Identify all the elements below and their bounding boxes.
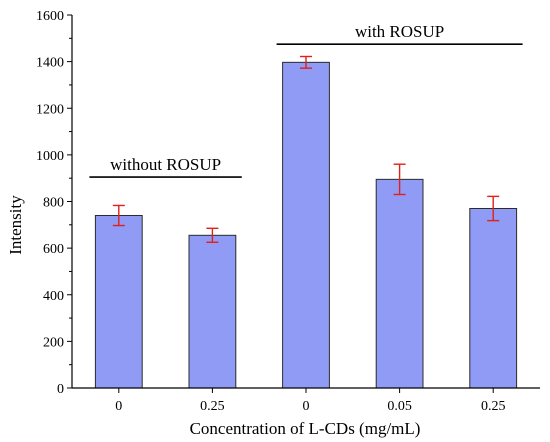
bar xyxy=(469,207,518,389)
y-tick-label: 600 xyxy=(43,242,64,257)
y-tick-label: 200 xyxy=(43,335,64,350)
bar xyxy=(282,61,330,389)
y-tick-label: 800 xyxy=(43,196,64,211)
y-axis-title: Intensity xyxy=(6,195,25,255)
y-tick-label: 1000 xyxy=(36,149,64,164)
bar xyxy=(375,178,424,389)
x-tick-label: 0 xyxy=(303,399,310,414)
x-tick-label: 0.25 xyxy=(200,399,225,414)
y-tick-label: 0 xyxy=(57,382,64,397)
x-tick-label: 0.25 xyxy=(481,399,506,414)
error-bars-layer xyxy=(112,55,500,243)
y-tick-label: 1400 xyxy=(36,56,64,71)
group-label: without ROSUP xyxy=(110,155,221,174)
bar xyxy=(94,214,143,389)
x-axis-title: Concentration of L-CDs (mg/mL) xyxy=(190,419,421,438)
bar xyxy=(188,234,237,389)
y-tick-label: 1200 xyxy=(36,102,64,117)
x-tick-label: 0.05 xyxy=(387,399,412,414)
axes: 0 200 400 600 800 1000 1200 1400 1600 0 0.25 0 0.05 0… xyxy=(36,9,540,414)
x-tick-label: 0 xyxy=(115,399,122,414)
group-annotations: without ROSUP with ROSUP xyxy=(89,22,523,178)
y-tick-label: 1600 xyxy=(36,9,64,24)
group-label: with ROSUP xyxy=(355,22,444,41)
bars-layer xyxy=(94,61,518,389)
y-tick-label: 400 xyxy=(43,289,64,304)
